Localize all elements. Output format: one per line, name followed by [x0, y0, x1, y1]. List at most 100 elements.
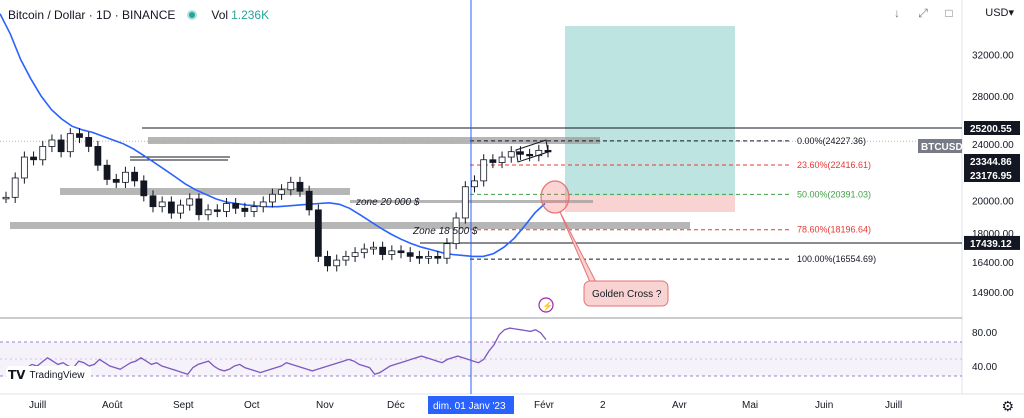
currency-selector[interactable]: USD▾ — [985, 7, 1014, 19]
candle-body — [452, 217, 460, 245]
time-label-6: Févr — [534, 400, 555, 411]
price-label-bg-1 — [918, 139, 962, 153]
time-label-11: Juill — [885, 400, 902, 411]
candle-body — [425, 255, 432, 259]
price-tick-0: 32000.00 — [972, 51, 1014, 62]
price-label-bg-3 — [964, 168, 1020, 182]
rsi-tick-1: 40.00 — [972, 362, 997, 373]
candle-body — [66, 133, 74, 153]
candle-body — [498, 156, 506, 163]
candle-body — [269, 193, 276, 203]
time-label-3: Oct — [244, 400, 260, 411]
candle-body — [250, 206, 258, 212]
zone-20000-label: zone 20 000 $ — [355, 197, 420, 208]
candle-body — [48, 139, 56, 147]
candle-body — [223, 203, 230, 212]
price-label-3: 23176.95 — [970, 171, 1012, 182]
time-label-4: Nov — [316, 400, 334, 411]
square-icon[interactable]: □ — [945, 6, 953, 20]
price-axis-pane — [962, 0, 1024, 418]
candle-body — [296, 181, 304, 192]
candle-body — [397, 250, 405, 254]
symbol-title[interactable]: Bitcoin / Dollar · 1D · BINANCE — [8, 8, 176, 22]
candle-body — [20, 156, 28, 179]
rising-channel — [515, 139, 549, 163]
volume-label: Vol — [211, 8, 229, 22]
candle-body — [213, 209, 221, 212]
candle-body — [94, 146, 102, 166]
candle-body — [278, 189, 285, 195]
candle-body — [535, 149, 543, 157]
fib-label-3: 78.60%(18196.64) — [797, 225, 871, 235]
candle-body — [39, 146, 47, 161]
candle-body — [489, 159, 497, 163]
candle-body — [370, 246, 377, 250]
golden-cross-callout — [583, 280, 669, 307]
market-status-icon — [187, 10, 198, 20]
fib-label-4: 100.00%(16554.69) — [797, 254, 876, 264]
price-label-bg-0 — [964, 121, 1020, 135]
candle-body — [2, 196, 10, 200]
maximize-icon[interactable]: ⤢ — [918, 6, 928, 20]
main-pane — [0, 0, 962, 318]
candle-body — [324, 255, 331, 267]
take-profit-zone — [565, 26, 735, 196]
tradingview-logo: 𝗧𝗩 TradingView — [6, 366, 91, 384]
zone-band-20000 — [60, 188, 350, 195]
candle-body — [415, 255, 423, 259]
gear-icon[interactable]: ⚙ — [1001, 398, 1014, 414]
zone-band-18500 — [10, 222, 690, 229]
time-label-0: Juill — [29, 400, 46, 411]
symbol-header: Bitcoin / Dollar · 1D · BINANCE Vol 1.23… — [8, 5, 269, 25]
candle-body — [158, 201, 166, 208]
fib-label-1: 23.60%(22416.61) — [797, 160, 871, 170]
price-tick-1: 28000.00 — [972, 92, 1014, 103]
candle-body — [379, 246, 387, 255]
candle-body — [177, 204, 184, 214]
candle-body — [204, 209, 212, 216]
candle-body — [406, 252, 414, 257]
candle-body — [30, 156, 37, 161]
arrow-down-icon[interactable]: ↓ — [894, 6, 900, 20]
price-tick-4: 18000.00 — [972, 229, 1014, 240]
fib-label-2: 50.00%(20391.03) — [797, 189, 871, 199]
chart-toolbar: ↓ ⤢ □ — [890, 6, 956, 21]
candle-body — [526, 153, 534, 157]
time-label-9: Mai — [742, 400, 758, 411]
time-label-2: Sept — [173, 400, 194, 411]
time-label-5: Déc — [387, 400, 405, 411]
candle-body — [287, 181, 295, 191]
price-tick-5: 16400.00 — [972, 258, 1014, 269]
candle-body — [112, 179, 120, 183]
candle-body — [388, 250, 396, 255]
time-label-10: Juin — [815, 400, 833, 411]
golden-cross-circle — [540, 180, 570, 214]
candle-body — [122, 171, 129, 183]
candle-body — [103, 164, 111, 180]
candle-body — [11, 177, 19, 198]
candle-body — [140, 180, 148, 197]
price-tick-6: 14900.00 — [972, 288, 1014, 299]
resistance-band — [148, 137, 600, 144]
candle-body — [434, 255, 442, 259]
candle-body — [305, 190, 313, 211]
zone-18500-label: Zone 18 500 $ — [412, 226, 478, 237]
candle-body — [333, 259, 341, 267]
candle-body — [342, 255, 350, 261]
golden-cross-label: Golden Cross ? — [592, 289, 662, 300]
candle-body — [241, 207, 249, 212]
candle-body — [461, 186, 469, 219]
tradingview-mark-icon: 𝗧𝗩 — [8, 368, 26, 382]
candle-body — [360, 248, 368, 254]
candle-body — [186, 198, 194, 206]
price-label-2: 23344.86 — [970, 157, 1012, 168]
time-label-7: 2 — [600, 400, 606, 411]
candle-body — [480, 159, 488, 182]
price-label-1: BTCUSD — [921, 142, 963, 153]
rsi-tick-0: 80.00 — [972, 328, 997, 339]
candle-body — [57, 139, 65, 153]
price-label-bg-2 — [964, 154, 1020, 168]
volume-value: 1.236K — [231, 8, 270, 22]
candle-body — [149, 195, 157, 208]
